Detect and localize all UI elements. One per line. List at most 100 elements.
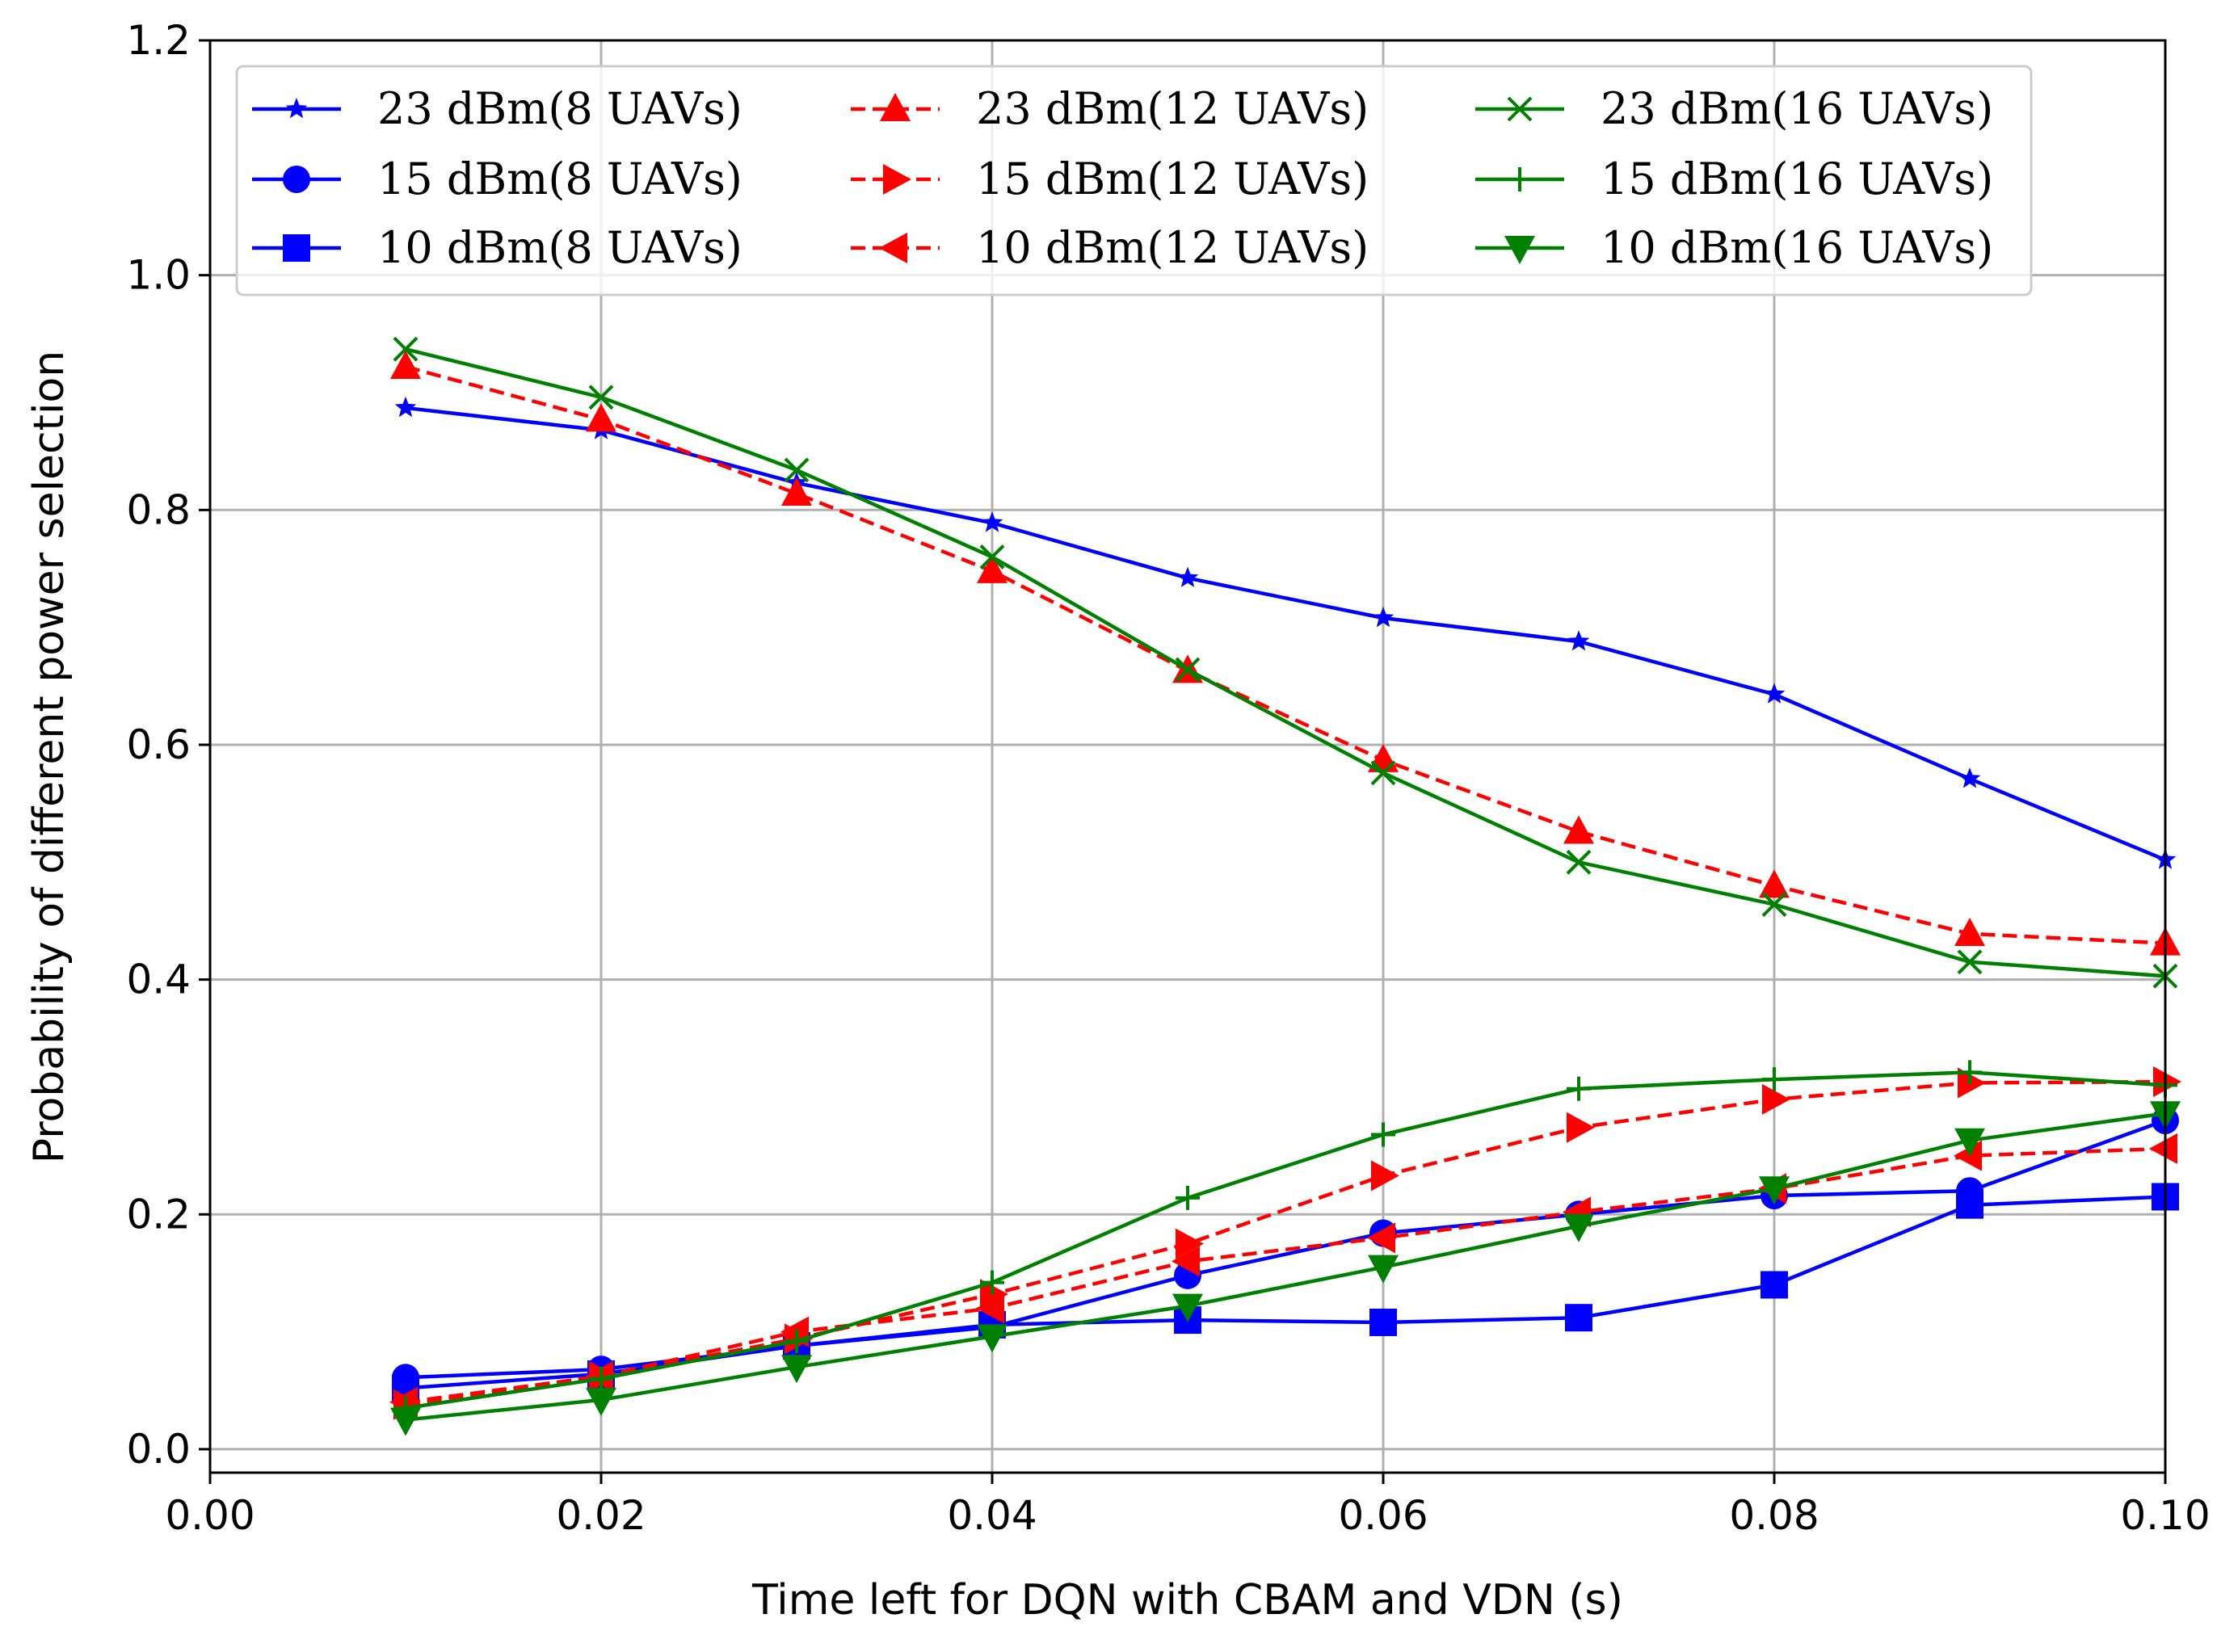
- legend-entry: 10 dBm(16 UAVs): [1475, 222, 1993, 273]
- data-point: [781, 1355, 812, 1384]
- data-point: [1957, 949, 1983, 975]
- legend-label: 15 dBm(8 UAVs): [377, 153, 742, 204]
- series-line: [405, 1146, 2166, 1405]
- legend-entry: 23 dBm(16 UAVs): [1475, 83, 1993, 134]
- data-point: [589, 1366, 613, 1391]
- data-point: [2153, 1066, 2181, 1098]
- data-point: [785, 1329, 809, 1354]
- x-tick-label: 0.02: [556, 1492, 646, 1539]
- data-point: [1759, 1176, 1790, 1205]
- y-tick-label: 0.6: [126, 721, 191, 768]
- legend-entry: 15 dBm(12 UAVs): [851, 153, 1369, 204]
- data-point: [390, 1407, 421, 1436]
- y-tick-label: 0.2: [126, 1191, 191, 1238]
- data-point: [1367, 1222, 1395, 1254]
- data-point: [981, 511, 1003, 532]
- data-point: [1565, 1304, 1592, 1332]
- x-axis-label: Time left for DQN with CBAM and VDN (s): [751, 1576, 1623, 1625]
- data-point: [1762, 1083, 1790, 1115]
- data-point: [588, 385, 614, 410]
- series-line: [405, 364, 2166, 945]
- data-point: [393, 336, 419, 362]
- data-point: [980, 1270, 1004, 1295]
- legend-marker: [285, 98, 308, 119]
- data-point: [1369, 1308, 1397, 1336]
- data-point: [390, 351, 421, 380]
- data-point: [1954, 917, 1985, 946]
- legend-marker: [283, 166, 310, 193]
- series-layer: [389, 336, 2181, 1436]
- legend-marker: [1504, 236, 1535, 264]
- series-line: [405, 1079, 2166, 1406]
- legend-marker: [1507, 96, 1533, 122]
- y-tick-label: 0.0: [126, 1426, 191, 1473]
- data-point: [1958, 1060, 1982, 1085]
- data-point: [1567, 1112, 1595, 1143]
- legend-marker: [283, 234, 310, 262]
- data-point: [585, 1360, 613, 1392]
- data-point: [976, 1293, 1004, 1324]
- data-point: [784, 457, 810, 483]
- legend-label: 23 dBm(8 UAVs): [377, 83, 742, 134]
- legend-entry: 10 dBm(8 UAVs): [252, 222, 742, 273]
- data-point: [977, 554, 1008, 583]
- legend-marker: [879, 233, 907, 263]
- series-x-6: [393, 336, 2178, 989]
- data-point: [1372, 607, 1395, 628]
- y-axis-label: Probability of different power selection: [25, 351, 74, 1163]
- x-tick-label: 0.06: [1338, 1492, 1428, 1539]
- plot-frame: [208, 39, 2167, 1474]
- y-tick-label: 1.0: [126, 252, 191, 299]
- axis-ticks: 0.00 0.02 0.04 0.06 0.08 0.10 0.0 0.2 0.4 0.6 0.8 1…: [126, 17, 2210, 1539]
- data-point: [781, 477, 812, 506]
- data-point: [1368, 1255, 1399, 1284]
- x-tick-label: 0.10: [2120, 1492, 2210, 1539]
- legend-label: 10 dBm(12 UAVs): [976, 222, 1369, 273]
- data-point: [1954, 1140, 1982, 1171]
- data-point: [1763, 683, 1786, 704]
- data-point: [1567, 630, 1590, 651]
- legend-label: 15 dBm(16 UAVs): [1601, 153, 1993, 204]
- data-point: [1759, 869, 1790, 898]
- data-point: [394, 396, 417, 418]
- legend-box: [235, 65, 2033, 296]
- data-point: [1175, 657, 1201, 683]
- legend-entry: 10 dBm(12 UAVs): [851, 222, 1369, 273]
- y-tick-label: 1.2: [126, 17, 191, 64]
- y-tick-label: 0.8: [126, 486, 191, 533]
- legend-marker: [883, 164, 911, 195]
- data-point: [1172, 1246, 1200, 1277]
- data-point: [1761, 1271, 1788, 1299]
- legend-entry: 23 dBm(8 UAVs): [252, 83, 742, 134]
- data-point: [1176, 1185, 1200, 1210]
- data-point: [586, 403, 616, 432]
- legend-label: 23 dBm(16 UAVs): [1601, 83, 1993, 134]
- x-tick-label: 0.08: [1729, 1492, 1819, 1539]
- legend-label: 15 dBm(12 UAVs): [976, 153, 1369, 204]
- data-point: [1370, 760, 1396, 786]
- data-point: [1762, 1067, 1786, 1092]
- y-tick-label: 0.4: [126, 956, 191, 1003]
- data-point: [1954, 1128, 1985, 1157]
- data-point: [1563, 815, 1594, 844]
- legend: 23 dBm(8 UAVs) 15 dBm(8 UAVs) 10 dBm(8 UAV…: [235, 65, 2033, 296]
- data-point: [1172, 1293, 1203, 1322]
- legend-marker: [1508, 167, 1532, 191]
- series-line: [405, 1112, 2166, 1422]
- data-point: [586, 1387, 616, 1416]
- series-triangle-right-4: [393, 1066, 2181, 1420]
- legend-entry: 15 dBm(8 UAVs): [252, 153, 742, 204]
- data-point: [1566, 849, 1592, 875]
- data-point: [1958, 767, 1981, 788]
- legend-label: 10 dBm(8 UAVs): [377, 222, 742, 273]
- legend-label: 10 dBm(16 UAVs): [1601, 222, 1993, 273]
- data-point: [1176, 566, 1199, 587]
- data-point: [1761, 892, 1787, 918]
- data-point: [980, 1279, 1008, 1310]
- legend-label: 23 dBm(12 UAVs): [976, 83, 1369, 134]
- data-point: [1176, 1228, 1204, 1259]
- data-point: [1371, 1122, 1395, 1147]
- x-tick-label: 0.00: [165, 1492, 255, 1539]
- data-point: [979, 544, 1005, 570]
